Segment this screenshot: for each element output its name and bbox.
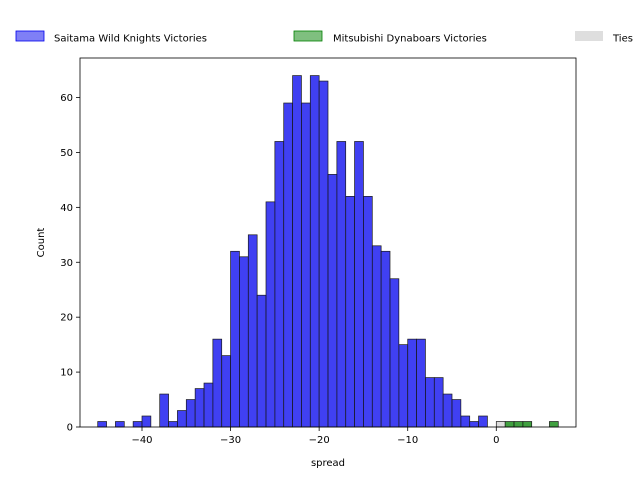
histogram-bar: [336, 141, 347, 428]
legend-label: Mitsubishi Dynaboars Victories: [333, 34, 487, 45]
legend-label: Ties: [612, 34, 633, 45]
histogram-bar: [504, 421, 515, 428]
histogram-bar: [194, 388, 205, 428]
histogram-bar: [460, 415, 471, 428]
histogram-bar: [318, 80, 329, 428]
legend-swatch: [293, 30, 323, 42]
histogram-bar: [469, 421, 479, 428]
y-tick-label: 60: [60, 93, 73, 104]
histogram-bar: [239, 256, 249, 428]
histogram-bar: [416, 338, 426, 428]
histogram-bar: [451, 399, 462, 428]
histogram-bar: [513, 421, 524, 428]
histogram-bar: [407, 338, 417, 428]
histogram-bar: [345, 196, 355, 428]
histogram-bar: [389, 278, 400, 428]
x-tick-label: 0: [493, 435, 499, 446]
histogram-bar: [247, 234, 258, 428]
y-tick-label: 40: [60, 203, 73, 214]
histogram-bar: [185, 399, 196, 428]
histogram-bar: [522, 421, 533, 428]
plot-frame: [79, 57, 577, 428]
histogram-bar: [274, 141, 285, 428]
y-tick-label: 30: [60, 258, 73, 269]
y-axis: 0 10 20 30 40 50 60: [60, 93, 80, 434]
histogram-bar: [265, 201, 276, 428]
histogram-bar: [478, 415, 488, 428]
x-tick-label: −40: [131, 435, 152, 446]
x-tick-label: −20: [309, 435, 330, 446]
histogram-bar: [442, 393, 453, 428]
y-axis-title: Count: [36, 228, 47, 258]
histogram-bar: [221, 355, 231, 428]
histogram-bar: [549, 421, 559, 428]
y-tick-label: 10: [60, 368, 73, 379]
histogram-bar: [203, 382, 214, 428]
histogram-bar: [327, 174, 338, 428]
histogram-bar: [301, 102, 311, 428]
histogram-bar: [177, 410, 187, 428]
histogram-bar: [380, 250, 391, 428]
histogram-bar: [256, 294, 267, 428]
histogram-bar: [354, 141, 364, 428]
histogram-bar: [425, 377, 435, 428]
histogram-bar: [433, 377, 444, 428]
histogram-bar: [292, 75, 302, 428]
x-axis-title: spread: [311, 458, 345, 469]
histogram-bar: [159, 393, 169, 428]
x-axis: −40 −30 −20 −10 0: [131, 427, 499, 446]
histogram-bar: [495, 421, 506, 428]
x-tick-label: −30: [220, 435, 241, 446]
histogram-bar: [371, 245, 382, 428]
legend-swatch: [575, 31, 603, 41]
legend-label: Saitama Wild Knights Victories: [54, 34, 207, 45]
histogram-bar: [141, 415, 152, 428]
histogram-bar: [309, 75, 320, 428]
histogram-bar: [363, 196, 373, 428]
histogram-bar: [115, 421, 125, 428]
histogram-bar: [212, 338, 223, 428]
y-tick-label: 20: [60, 313, 73, 324]
histogram-bar: [230, 250, 240, 428]
y-tick-label: 0: [67, 423, 73, 434]
histogram-bar: [398, 344, 409, 428]
legend-swatch: [15, 30, 45, 42]
histogram-bar: [168, 421, 178, 428]
histogram-bar: [132, 421, 143, 428]
x-tick-label: −10: [397, 435, 418, 446]
legend: Saitama Wild Knights Victories Mitsubishi…: [15, 30, 633, 45]
histogram-bar: [97, 421, 107, 428]
histogram-bar: [283, 102, 293, 428]
y-tick-label: 50: [60, 148, 73, 159]
